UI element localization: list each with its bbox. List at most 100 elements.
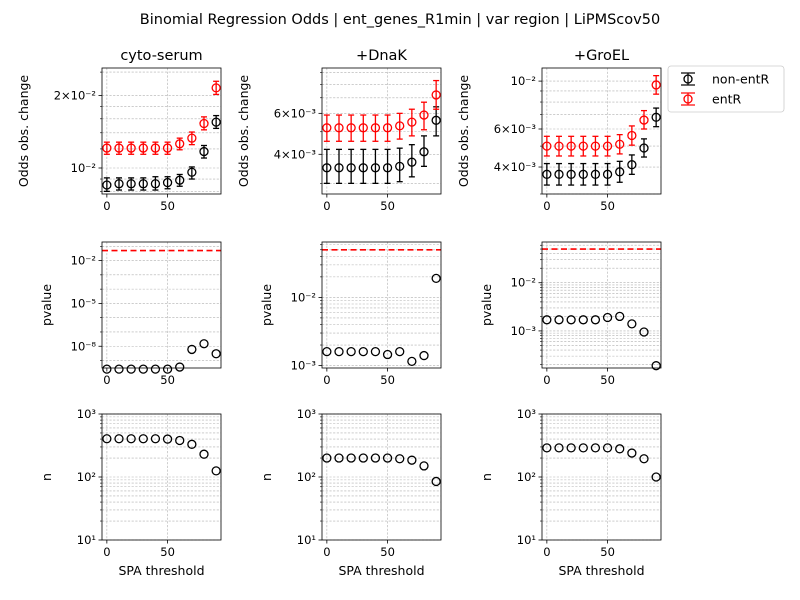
data-point (346, 123, 356, 133)
x-tick-label: 50 (380, 373, 395, 387)
legend-label: entR (712, 92, 742, 107)
y-tick-label: 10⁻² (71, 254, 96, 268)
data-point (578, 141, 588, 151)
data-point (639, 454, 649, 464)
data-point (102, 180, 112, 190)
data-point (566, 443, 576, 453)
data-point (138, 434, 148, 444)
y-tick-label: 10⁻² (511, 276, 536, 290)
subplot-pvalue-groel: 0 50 10⁻³ 10⁻² pvalue (479, 241, 662, 387)
data-point (322, 453, 332, 463)
data-point (407, 157, 417, 167)
data-point (615, 311, 625, 322)
legend-marker (683, 74, 693, 84)
subplot-pvalue-cyto-serum: 0 50 10⁻⁸ 10⁻⁵ 10⁻² pvalue (39, 241, 222, 387)
y-tick-label: 10¹ (77, 533, 96, 547)
data-point (578, 315, 588, 325)
y-tick-label: 4×10⁻³ (274, 147, 317, 161)
x-tick-label: 50 (160, 545, 175, 559)
data-point (346, 163, 356, 173)
x-tick-label: 50 (600, 373, 615, 387)
axes-frame (101, 241, 222, 369)
data-point (175, 435, 185, 446)
subplot-n-groel: 0 50 10¹ 10² 10³ SPA threshold n (479, 407, 662, 578)
y-tick-label: 10⁻² (511, 74, 536, 88)
data-point (150, 434, 161, 444)
y-axis-label: pvalue (259, 284, 274, 326)
data-point (370, 453, 381, 463)
data-point (322, 163, 332, 173)
y-tick-label: 10¹ (517, 533, 536, 547)
data-point (175, 362, 185, 372)
data-point (175, 175, 185, 185)
y-tick-label: 6×10⁻³ (274, 106, 317, 120)
data-point (615, 444, 625, 454)
data-point (395, 161, 405, 172)
y-tick-label: 10⁻⁵ (71, 296, 97, 310)
subplot-odds-dnak: 0 50 4×10⁻³ 6×10⁻³ +DnaK Odds obs. change (236, 48, 442, 213)
data-point (126, 364, 136, 374)
data-point (419, 147, 429, 157)
y-tick-label: 6×10⁻³ (494, 122, 537, 136)
y-tick-label: 2×10⁻² (54, 88, 96, 102)
data-point (590, 141, 601, 151)
data-point (138, 143, 148, 153)
data-point (114, 143, 124, 153)
data-point (334, 453, 344, 463)
data-point (639, 115, 649, 125)
data-point (419, 110, 429, 120)
data-point (102, 434, 112, 444)
data-point (407, 356, 417, 367)
data-point (639, 327, 649, 337)
data-point (199, 449, 209, 459)
y-tick-label: 10³ (517, 407, 537, 421)
y-tick-label: 4×10⁻³ (494, 160, 537, 174)
data-point (322, 346, 332, 357)
data-point (114, 364, 124, 374)
y-axis-label: pvalue (479, 284, 494, 326)
data-point (602, 169, 613, 179)
subplot-grid: 0 50 10⁻² 2×10⁻² cyto-serum Odds obs. change 0… (16, 48, 662, 578)
data-point (566, 141, 576, 151)
legend-marker (683, 94, 693, 104)
axes-frame (541, 241, 662, 369)
data-point (211, 117, 221, 127)
data-point (590, 315, 601, 325)
data-point (419, 350, 429, 361)
data-point (578, 169, 588, 179)
x-tick-label: 0 (323, 545, 330, 559)
legend-items: non-entR entR (681, 72, 770, 107)
data-point (627, 160, 637, 170)
subplot-title: cyto-serum (120, 48, 202, 64)
data-point (627, 448, 637, 458)
subplot-title: +GroEL (574, 48, 629, 64)
data-point (602, 141, 613, 151)
data-point (651, 361, 661, 371)
data-point (615, 139, 625, 149)
legend-label: non-entR (712, 72, 770, 87)
y-axis-label: Odds obs. change (16, 75, 31, 188)
data-point (199, 118, 209, 129)
y-axis-label: n (479, 473, 494, 481)
data-point (162, 143, 173, 153)
x-axis-label: SPA threshold (338, 563, 424, 578)
subplot-pvalue-dnak: 0 50 10⁻³ 10⁻² pvalue (259, 241, 442, 387)
data-point (407, 117, 417, 127)
y-tick-label: 10⁻² (291, 290, 316, 304)
data-point (370, 163, 381, 173)
data-point (431, 115, 441, 125)
data-point (162, 177, 173, 188)
data-point (211, 466, 221, 476)
y-tick-label: 10² (297, 470, 316, 484)
data-point (566, 169, 576, 179)
x-tick-label: 0 (103, 373, 110, 387)
data-point (370, 123, 381, 133)
x-axis-label: SPA threshold (118, 563, 204, 578)
data-point (334, 123, 344, 133)
y-tick-label: 10¹ (297, 533, 316, 547)
subplot-title: +DnaK (356, 48, 407, 64)
data-point (602, 443, 613, 453)
data-point (211, 83, 221, 93)
data-point (419, 461, 429, 471)
data-point (615, 167, 625, 177)
